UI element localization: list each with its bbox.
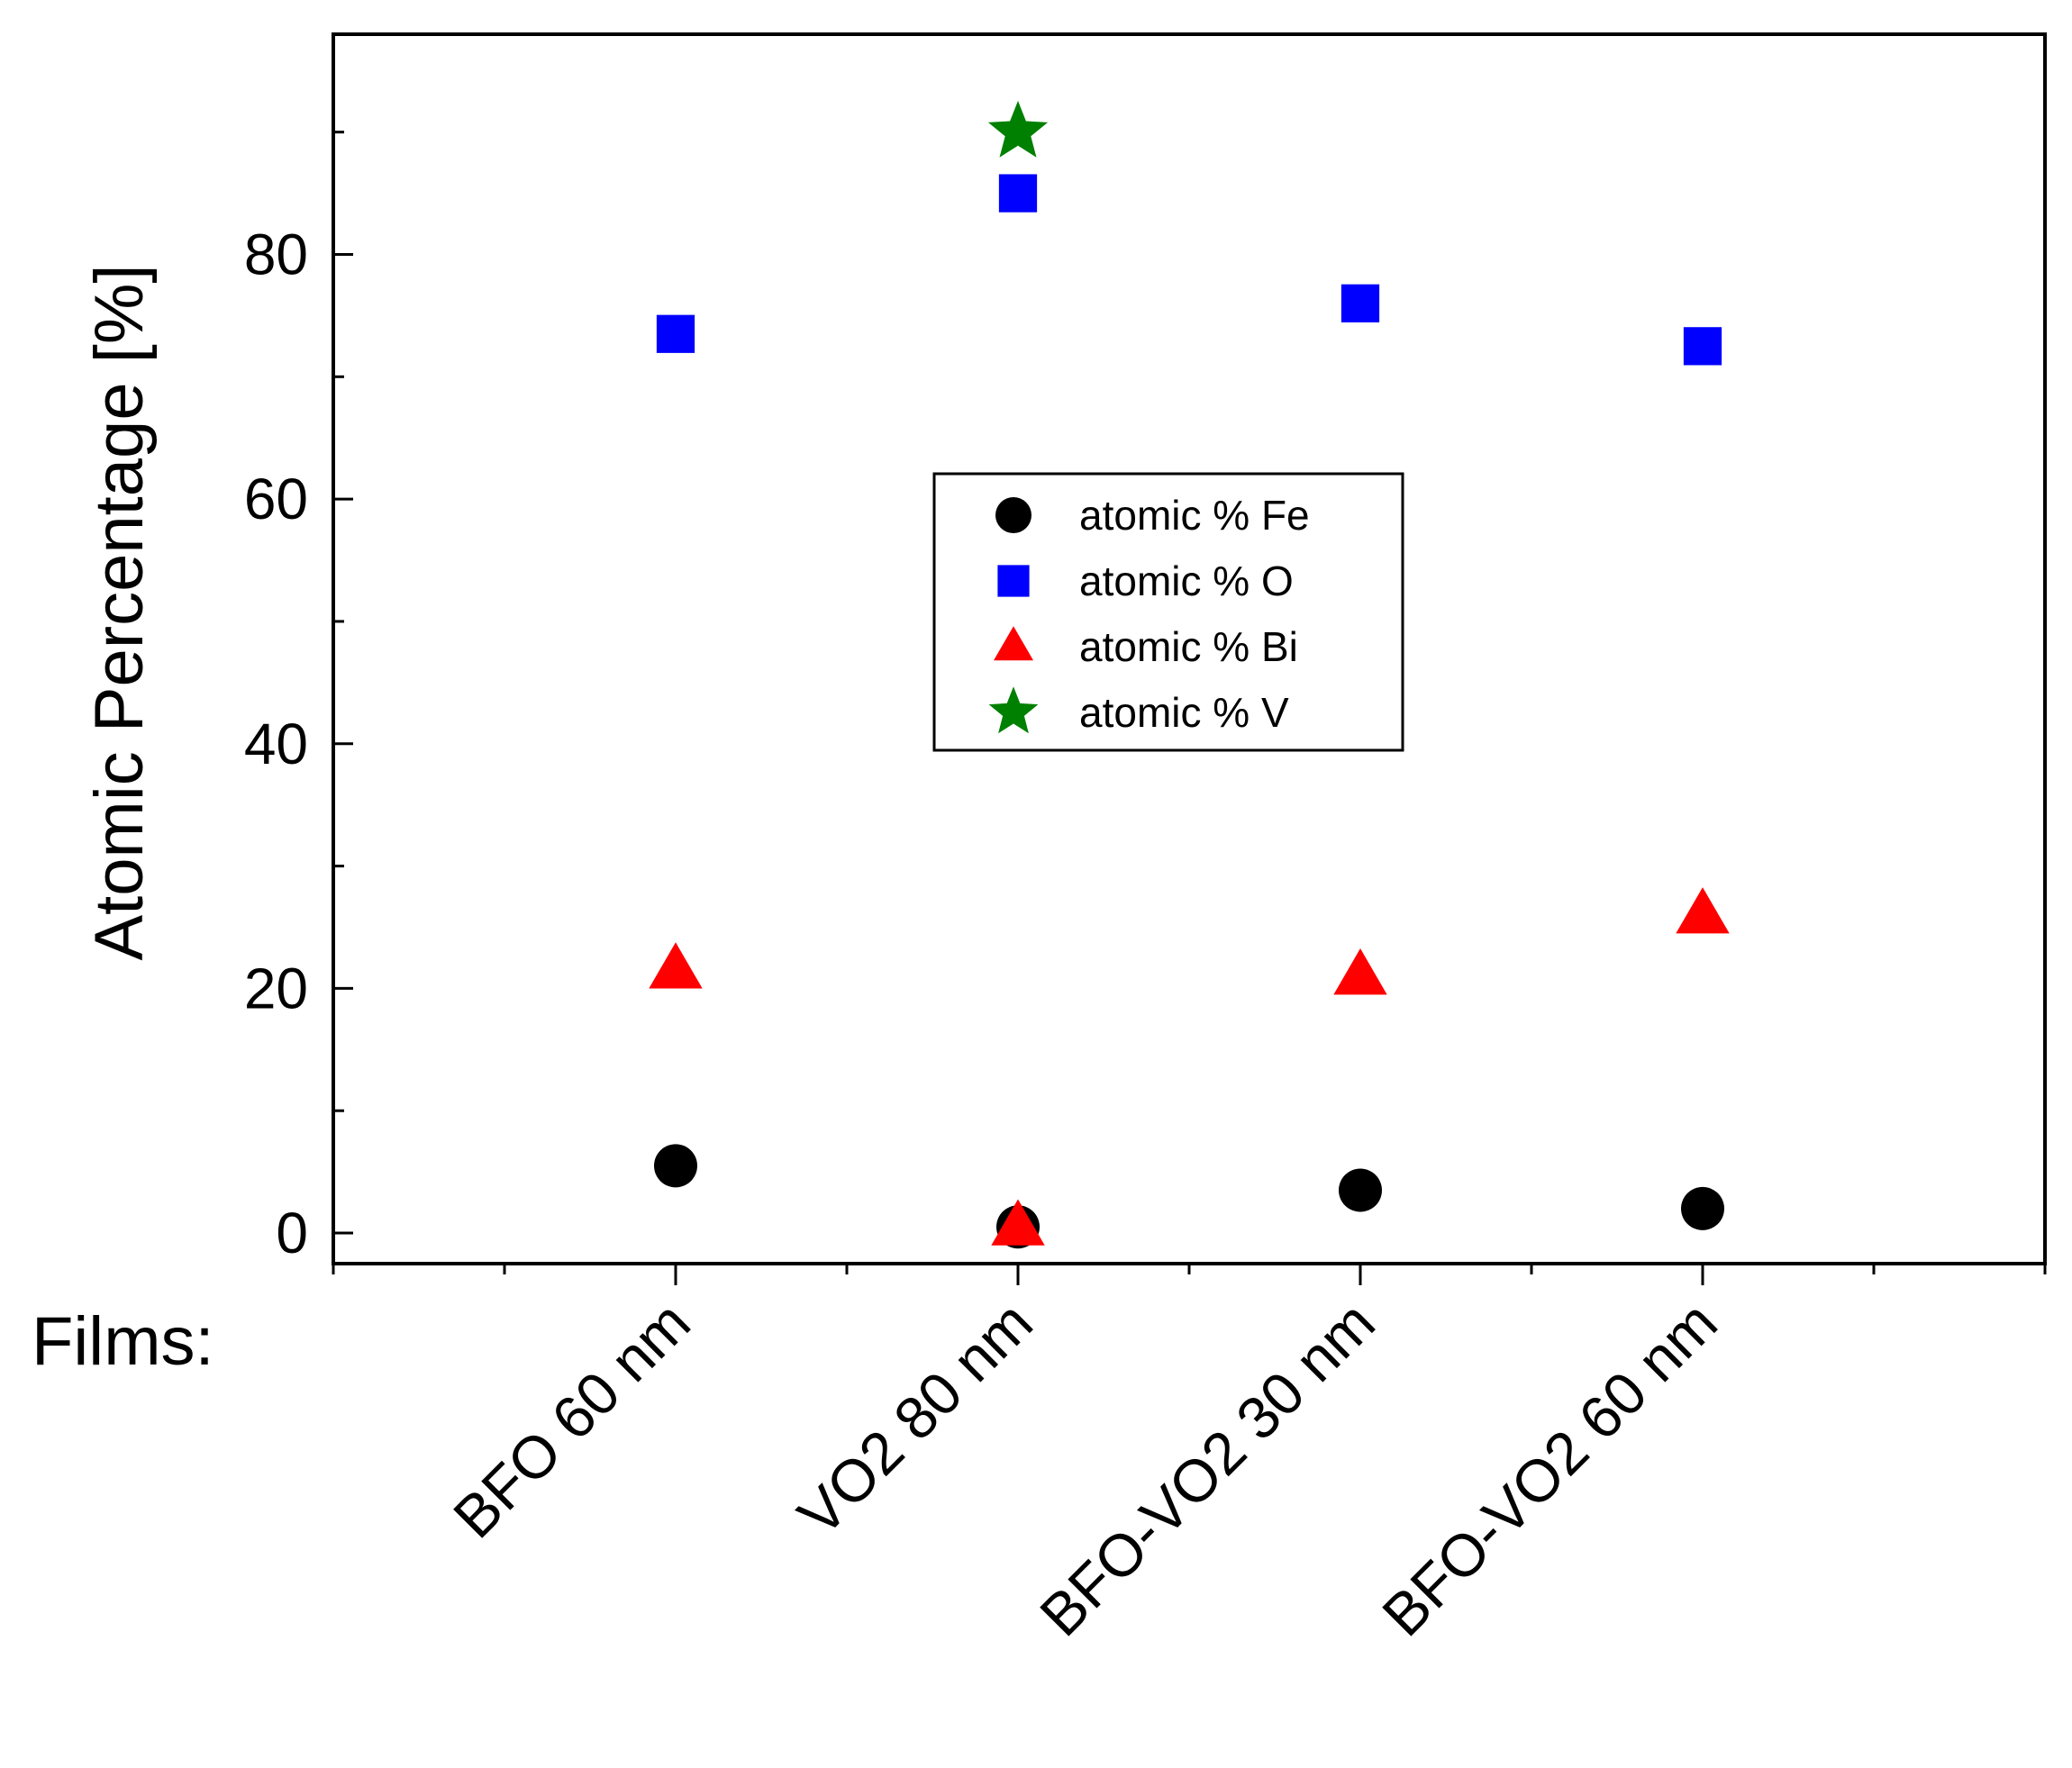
data-point [1340, 284, 1380, 322]
data-point [649, 942, 703, 989]
y-axis-title: Atomic Percentage [%] [81, 264, 158, 960]
legend-marker [995, 497, 1031, 533]
data-point [1676, 887, 1730, 934]
data-point [656, 314, 695, 353]
data-point [987, 100, 1049, 158]
legend-marker [994, 626, 1033, 661]
y-tick-label: 20 [244, 956, 308, 1020]
x-category-label: BFO-VO2 60 nm [1369, 1289, 1730, 1649]
data-point [1681, 1186, 1724, 1230]
data-point [1339, 1168, 1382, 1212]
legend-label: atomic % O [1079, 558, 1294, 604]
legend-label: atomic % V [1079, 689, 1289, 736]
legend: atomic % Fe atomic % O atomic % Bi atomic %… [932, 472, 1404, 752]
y-tick-label: 40 [244, 712, 308, 776]
data-point [1333, 948, 1387, 995]
legend-label: atomic % Bi [1079, 623, 1298, 670]
x-category-label: BFO-VO2 30 nm [1027, 1289, 1387, 1649]
y-tick-label: 60 [244, 467, 308, 531]
legend-label: atomic % Fe [1079, 492, 1310, 539]
data-point [1683, 327, 1722, 366]
x-category-label: VO2 80 nm [786, 1289, 1045, 1548]
x-category-label: BFO 60 nm [441, 1289, 703, 1551]
data-points [649, 100, 1730, 1249]
data-point [998, 174, 1038, 213]
y-axis-ticks: 0 20 40 60 80 [244, 131, 353, 1265]
data-point [991, 1199, 1045, 1246]
y-tick-label: 0 [276, 1201, 308, 1265]
legend-marker [997, 565, 1030, 597]
y-tick-label: 80 [244, 222, 308, 286]
x-axis-title: Films: [32, 1303, 214, 1380]
legend-marker [988, 686, 1039, 734]
data-point [654, 1144, 697, 1188]
